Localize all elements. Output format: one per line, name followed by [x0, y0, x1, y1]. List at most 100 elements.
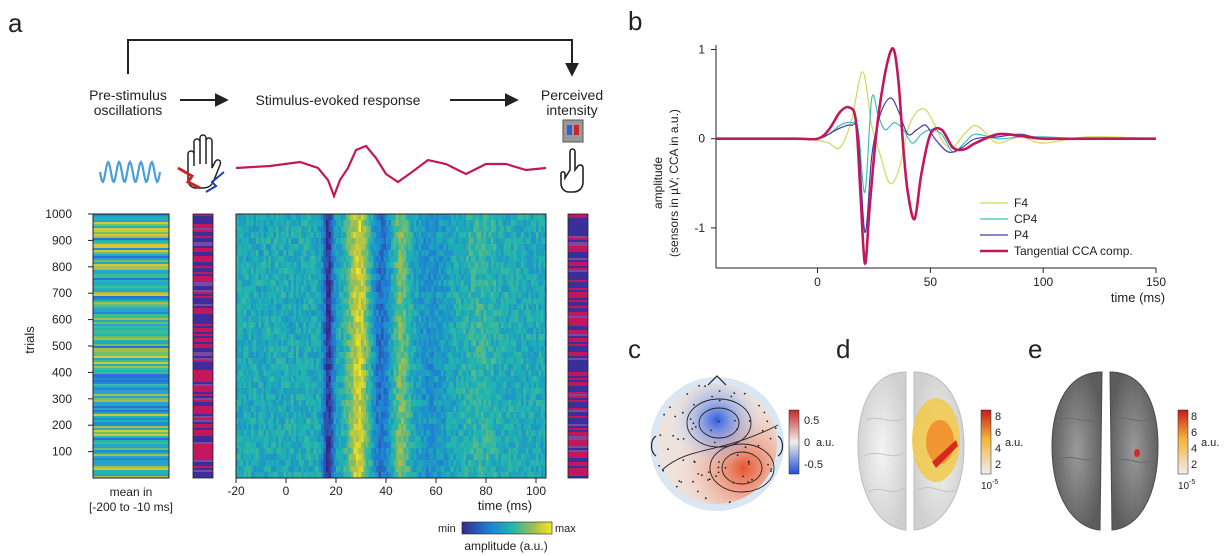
perceived-intensity-strip-left: [192, 213, 214, 479]
topo-unit: a.u.: [816, 437, 834, 449]
pressing-hand-icon: [560, 148, 584, 193]
feedback-arrow: [127, 39, 579, 77]
brain-scale-tick: 4: [1191, 443, 1197, 455]
legend-entry: F4: [1014, 196, 1028, 210]
prestim-mean-heatmap: [93, 214, 169, 478]
legend-entry: CP4: [1014, 212, 1038, 226]
cbar-title: amplitude (a.u.): [464, 539, 547, 553]
cbar-min-label: min: [438, 523, 456, 535]
pre-stimulus-line2: oscillations: [94, 102, 162, 118]
b-x-tick-label: 0: [814, 275, 821, 289]
series-line-3: [716, 46, 1156, 265]
topomap: 0.5 0 a.u. -0.5: [650, 375, 834, 511]
brain-scale-tick: 2: [1191, 459, 1197, 471]
perceived-line2: intensity: [546, 102, 597, 118]
topo-colorbar: [788, 409, 800, 475]
panel-label-e: e: [1028, 334, 1042, 364]
b-y-tick-label: -1: [694, 221, 705, 235]
legend: F4 CP4 P4 Tangential CCA comp.: [980, 196, 1133, 258]
trials-tick-label: 200: [52, 418, 72, 432]
trials-tick-label: 400: [52, 365, 72, 379]
trials-tick-label: 1000: [45, 207, 72, 221]
d-exp-sup: -5: [992, 479, 998, 486]
heatmap-x-tick-label: 60: [429, 484, 443, 498]
topo-ear-left: [650, 435, 657, 457]
e-activation-spot: [1134, 449, 1140, 457]
heatmap-x-tick-label: 100: [526, 484, 546, 498]
trials-tick-label: 900: [52, 233, 72, 247]
series-line-2: [716, 97, 1156, 233]
heatmap-x-tick-label: 0: [283, 484, 290, 498]
trials-tick-label: 700: [52, 286, 72, 300]
panel-label-c: c: [628, 334, 641, 364]
brain-d-left-hemisphere: [857, 371, 907, 531]
b-x-tick-label: 100: [1033, 275, 1053, 289]
d-unit: a.u.: [1005, 437, 1023, 449]
mean-label-line2: [-200 to -10 ms]: [89, 500, 173, 514]
heatmap-x-tick-label: 20: [329, 484, 343, 498]
panel-label-a: a: [8, 8, 23, 38]
brain-scale-tick: 4: [995, 443, 1001, 455]
trials-axis: 1000 900 800 700 600 500 400 300 200 100 trials: [22, 207, 93, 459]
heatmap-x-tick-label: -20: [227, 484, 245, 498]
brain-source-map: 8 6 4 2 a.u. 10 -5: [857, 371, 1023, 531]
single-trial-heatmap: [236, 214, 547, 478]
trials-tick-label: 800: [52, 260, 72, 274]
pre-stimulus-line1: Pre-stimulus: [89, 87, 167, 103]
hand-stimulus-icon: [177, 134, 225, 193]
b-x-tick-label: 150: [1146, 275, 1166, 289]
e-exp-sup: -5: [1189, 479, 1195, 486]
evoked-label: Stimulus-evoked response: [256, 92, 421, 108]
trials-axis-label: trials: [22, 326, 37, 354]
b-ylabel-line1: amplitude: [651, 157, 665, 209]
flow-diagram: Pre-stimulus oscillations Stimulus-evoke…: [89, 39, 603, 200]
b-y-tick-label: 0: [698, 132, 705, 146]
brain-e-right-hemisphere: [1109, 371, 1159, 531]
series-line-1: [716, 94, 1157, 193]
heatmap-frame: [235, 213, 547, 479]
e-exp: 10: [1178, 481, 1190, 492]
perceived-line1: Perceived: [541, 87, 603, 103]
amplitude-colorbar: [461, 521, 553, 535]
heatmap-x-label: time (ms): [478, 498, 532, 513]
topo-tick-high: 0.5: [804, 415, 819, 427]
cbar-max-label: max: [555, 523, 576, 535]
brain-scale-tick: 6: [995, 427, 1001, 439]
heatmap-x-tick-label: 80: [479, 484, 493, 498]
response-device-icon: [562, 119, 584, 143]
d-exp: 10: [981, 481, 993, 492]
trials-tick-label: 600: [52, 313, 72, 327]
panel-label-d: d: [836, 334, 850, 364]
brain-scale-tick: 2: [995, 459, 1001, 471]
brain-mask-map: 8 6 4 2 a.u. 10 -5: [1051, 371, 1219, 531]
brain-scale-tick: 8: [995, 411, 1001, 423]
trials-tick-label: 100: [52, 445, 72, 459]
trials-tick-label: 500: [52, 339, 72, 353]
brain-scale-tick: 8: [1191, 411, 1197, 423]
trials-tick-label: 300: [52, 392, 72, 406]
evoked-response-curve: [235, 144, 547, 200]
legend-entry: Tangential CCA comp.: [1014, 244, 1133, 258]
e-colorbar: [1177, 409, 1189, 475]
topo-ear-right: [777, 435, 784, 457]
heatmap-x-tick-label: 40: [379, 484, 393, 498]
brain-scale-tick: 6: [1191, 427, 1197, 439]
b-ylabel-line2: (sensors in µV; CCA in a.u.): [667, 109, 681, 257]
topo-tick-zero: 0: [804, 437, 810, 449]
b-xlabel: time (ms): [1111, 290, 1165, 305]
series-line-0: [715, 71, 1157, 185]
legend-entry: P4: [1014, 228, 1029, 242]
mean-heatmap-frame: [92, 213, 170, 479]
activation-peak: [932, 440, 958, 468]
b-x-tick-label: 50: [924, 275, 938, 289]
topo-nose: [707, 375, 727, 386]
panel-label-b: b: [628, 6, 642, 36]
brain-e-left-hemisphere: [1051, 371, 1103, 531]
oscillation-wave: [98, 159, 162, 184]
mean-label-line1: mean in: [110, 485, 153, 499]
line-chart: 1 0 -1 0 50 100 150 amplitude (sensors in µV; …: [651, 43, 1166, 306]
b-y-tick-label: 1: [698, 43, 705, 57]
e-unit: a.u.: [1201, 437, 1219, 449]
d-colorbar: [980, 409, 992, 475]
